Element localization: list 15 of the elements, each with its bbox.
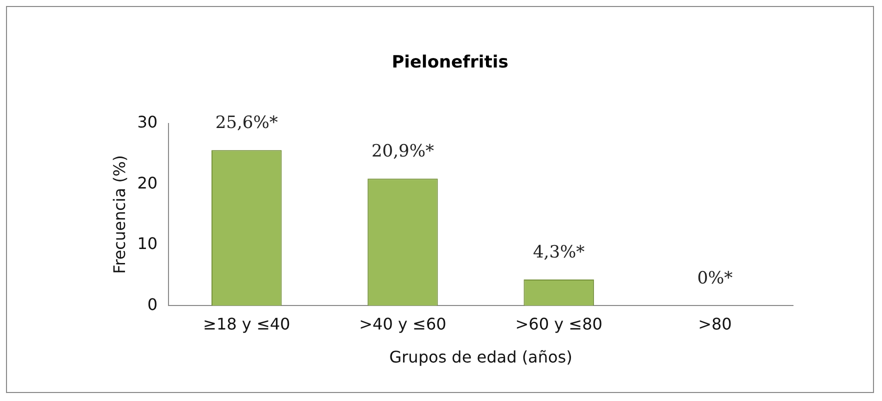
data-label: 0%* bbox=[697, 268, 734, 289]
data-label: 25,6%* bbox=[215, 113, 278, 134]
y-axis-title: Frecuencia (%) bbox=[110, 155, 129, 274]
x-tick-label: >40 y ≤60 bbox=[359, 314, 446, 334]
y-tick-label: 0 bbox=[147, 294, 158, 314]
x-axis-title: Grupos de edad (años) bbox=[389, 348, 572, 367]
chart-title: Pielonefritis bbox=[392, 52, 508, 73]
data-label: 20,9%* bbox=[371, 142, 434, 162]
y-tick-label: 10 bbox=[137, 234, 158, 254]
y-tick-label: 30 bbox=[137, 112, 158, 132]
x-tick-label: >80 bbox=[698, 314, 732, 334]
x-tick-label: >60 y ≤80 bbox=[515, 314, 602, 334]
data-label: 4,3%* bbox=[532, 242, 586, 262]
x-tick-label: ≥18 y ≤40 bbox=[203, 314, 290, 334]
y-tick-label: 20 bbox=[137, 173, 158, 192]
